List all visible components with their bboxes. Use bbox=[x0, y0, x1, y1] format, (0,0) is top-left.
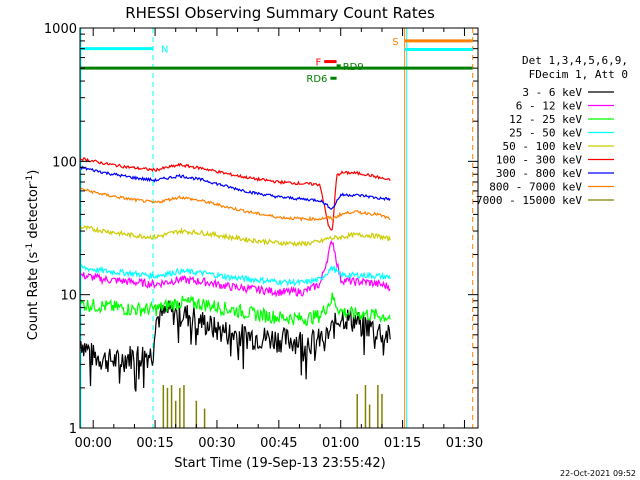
series-line-4 bbox=[80, 225, 391, 247]
legend-entry-1: 6 - 12 keV bbox=[516, 100, 583, 113]
chart-title: RHESSI Observing Summary Count Rates bbox=[125, 4, 435, 22]
flag-label-0: N bbox=[161, 45, 168, 56]
legend-entry-4: 50 - 100 keV bbox=[503, 140, 583, 153]
plot-area: N F RD9 RD6 S bbox=[80, 28, 474, 428]
series-line-2 bbox=[80, 292, 391, 327]
x-tick-label-3: 00:45 bbox=[260, 436, 297, 451]
x-tick-label-1: 00:15 bbox=[136, 436, 173, 451]
y-tick-label-3: 1000 bbox=[44, 22, 77, 37]
x-axis-label: Start Time (19-Sep-13 23:55:42) bbox=[174, 456, 385, 471]
series-line-1 bbox=[80, 239, 391, 298]
series-line-6 bbox=[80, 165, 391, 210]
x-tick-label-5: 01:15 bbox=[384, 436, 421, 451]
flag-label-3: RD6 bbox=[306, 74, 327, 85]
legend-entry-0: 3 - 6 keV bbox=[522, 86, 582, 99]
axes: 1 10 100 1000 00:00 00:15 00:30 00:45 01:00 01:15… bbox=[44, 22, 483, 451]
x-tick-label-2: 00:30 bbox=[198, 436, 235, 451]
legend-entry-2: 12 - 25 keV bbox=[509, 113, 582, 126]
legend: Det 1,3,4,5,6,9, FDecim 1, Att 0 3 - 6 k… bbox=[476, 54, 628, 207]
series-line-5 bbox=[80, 157, 391, 231]
legend-entry-6: 300 - 800 keV bbox=[496, 167, 582, 180]
x-tick-label-4: 01:00 bbox=[322, 436, 359, 451]
y-tick-label-1: 10 bbox=[60, 289, 77, 304]
legend-entry-7: 800 - 7000 keV bbox=[489, 181, 582, 194]
flag-label-1: F bbox=[315, 58, 321, 69]
legend-header-2: FDecim 1, Att 0 bbox=[529, 68, 628, 81]
series-line-0 bbox=[80, 300, 391, 392]
timestamp: 22-Oct-2021 09:52 bbox=[560, 469, 636, 478]
series-line-7 bbox=[80, 187, 391, 222]
y-tick-label-2: 100 bbox=[52, 155, 77, 170]
series-line-3 bbox=[80, 264, 391, 287]
flag-label-4: S bbox=[392, 37, 398, 48]
y-axis-label: Count Rate (s-1 detector-1) bbox=[25, 170, 41, 341]
legend-entry-5: 100 - 300 keV bbox=[496, 154, 582, 167]
flag-label-2: RD9 bbox=[343, 62, 364, 73]
legend-entry-8: 7000 - 15000 keV bbox=[476, 194, 582, 207]
x-tick-label-0: 00:00 bbox=[74, 436, 111, 451]
legend-header-1: Det 1,3,4,5,6,9, bbox=[522, 54, 628, 67]
x-tick-label-6: 01:30 bbox=[446, 436, 483, 451]
y-tick-label-0: 1 bbox=[69, 422, 77, 437]
legend-entry-3: 25 - 50 keV bbox=[509, 127, 582, 140]
